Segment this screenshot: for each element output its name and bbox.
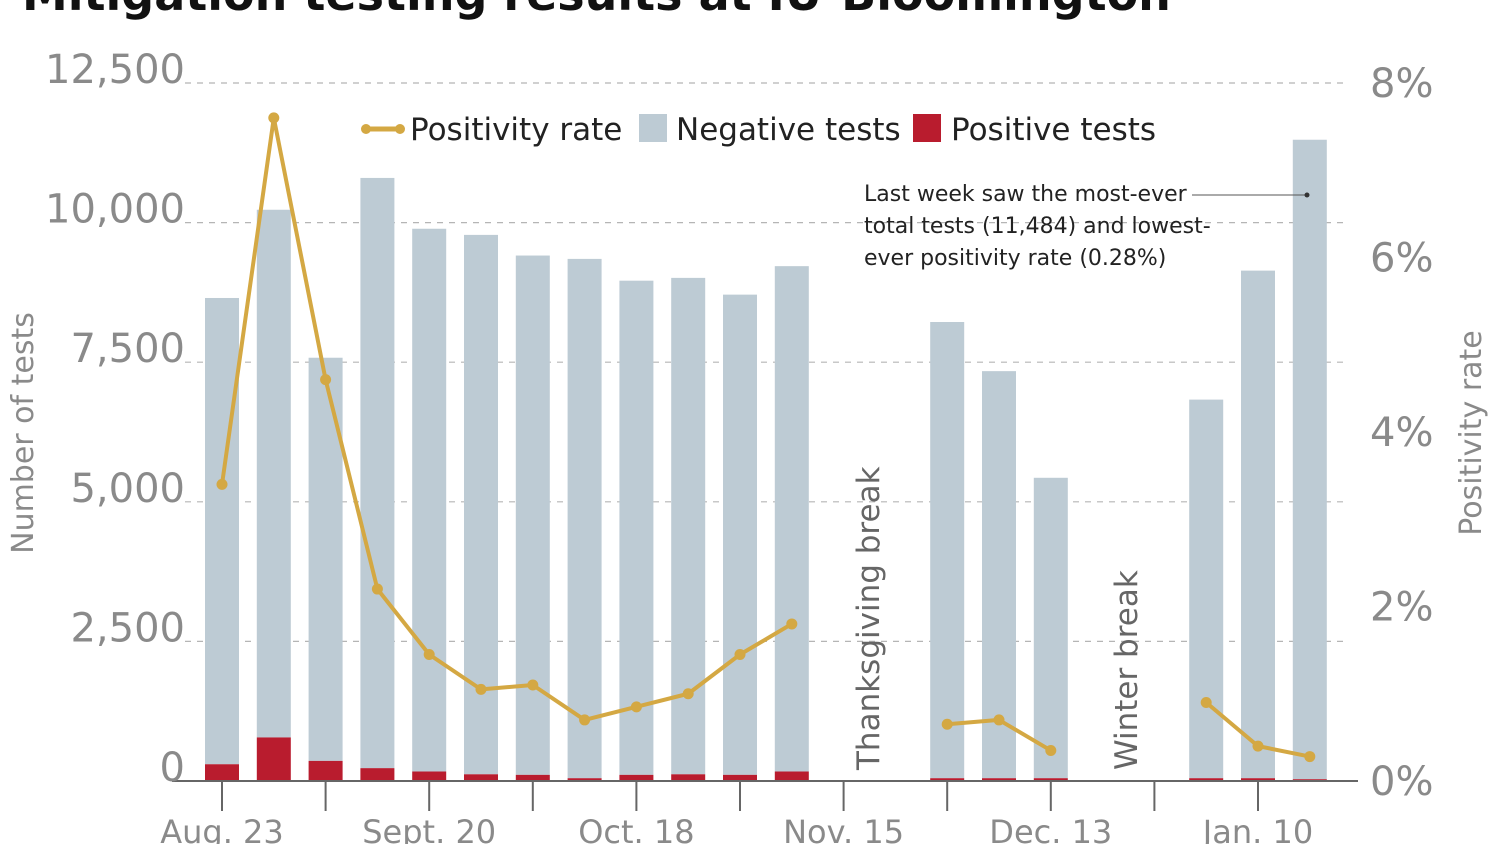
negative-bar [360,177,395,769]
x-tick-label: Oct. 18 [578,813,694,844]
negative-bar [205,297,239,765]
positivity-point [475,683,487,695]
legend-rate-dot-right [395,124,405,134]
x-tick-label: Sept. 20 [362,813,496,844]
negative-bar [1033,477,1068,779]
positive-bar [515,774,550,781]
positivity-point [1252,740,1264,752]
positive-bar [1241,778,1275,781]
legend-positive-label: Positive tests [951,112,1156,148]
y-tick-label: 7,500 [70,326,185,372]
y-tick-label: 12,500 [45,47,185,93]
negative-bar [671,277,706,775]
negative-bar [619,280,654,775]
x-tick-label: Nov. 15 [783,813,904,844]
positivity-line [220,115,793,722]
thanksgiving-break-label: Thanksgiving break [851,466,887,771]
negative-bar [930,321,965,779]
gridlines [185,82,1345,643]
negative-bar [774,266,809,772]
x-ticks: Aug. 23 Sept. 20 Oct. 18 Nov. 15 Dec. 13 Jan.… [160,781,1313,844]
negative-bar [256,209,291,738]
negative-bar [1189,399,1224,779]
positive-bar [723,774,757,781]
positivity-point [630,701,642,713]
y-axis-label: Number of tests [6,312,41,554]
positive-bar [256,737,291,781]
x-tick-label: Aug. 23 [160,813,284,844]
winter-break-label: Winter break [1109,570,1145,770]
y-tick-label: 2,500 [70,605,185,651]
positive-bar [930,778,965,781]
positivity-point [941,718,953,730]
y2-tick-label: 4% [1370,410,1433,456]
annotation-leader-dot [1304,192,1310,198]
annotation-line-3: ever positivity rate (0.28%) [864,246,1166,271]
negative-bar [567,258,602,779]
positivity-point [268,112,280,124]
positive-bar [671,774,706,781]
annotation: Last week saw the most-ever total tests … [864,182,1310,271]
positive-bar [1189,778,1224,781]
legend: Positivity rate Negative tests Positive … [361,112,1156,148]
y-tick-label: 5,000 [70,466,185,512]
legend-negative-swatch [639,114,667,142]
y2-tick-label: 2% [1370,585,1433,631]
positive-bar [205,764,239,781]
positivity-point [1045,744,1057,756]
positivity-point [786,618,798,630]
legend-positive-swatch [913,114,941,142]
positive-bar [774,771,809,781]
positivity-point [579,714,591,726]
positive-bar [412,771,447,781]
y-ticks: 0 2,500 5,000 7,500 10,000 12,500 [45,47,185,791]
positivity-point [371,583,383,595]
y-tick-label: 10,000 [45,187,185,233]
positivity-point [1304,751,1316,763]
y2-axis-label: Positivity rate [1454,330,1489,536]
bars [205,139,1327,781]
positivity-point [993,714,1005,726]
positivity-point [423,648,435,660]
legend-rate-dot-left [361,124,371,134]
positivity-point [1200,696,1212,708]
positivity-point [320,374,332,386]
y2-tick-label: 8% [1370,61,1433,107]
negative-bar [308,357,343,761]
annotation-line-2: total tests (11,484) and lowest- [864,214,1211,239]
positivity-point [527,679,539,691]
y2-tick-label: 0% [1370,759,1433,805]
positivity-point [682,688,694,700]
annotation-line-1: Last week saw the most-ever [864,182,1188,207]
positive-bar [308,760,343,781]
negative-bar [1241,270,1275,779]
positive-bar [1033,778,1068,781]
x-tick-label: Jan. 10 [1201,813,1313,844]
positivity-series [216,112,1316,763]
negative-bar [723,294,757,775]
legend-negative-label: Negative tests [676,112,901,148]
chart-title: Mitigation testing results at IU-Bloomin… [22,0,1171,21]
positive-bar [982,778,1016,781]
negative-bar [1292,139,1327,780]
negative-bar [412,228,447,772]
y-tick-label: 0 [160,745,185,791]
x-tick-label: Dec. 13 [989,813,1112,844]
positive-bar [567,778,602,781]
negative-bar [515,255,550,775]
positive-bar [464,774,498,781]
positive-bar [619,774,654,781]
positivity-point [734,648,746,660]
positivity-point [216,478,228,490]
y2-tick-label: 6% [1370,236,1433,282]
y2-ticks: 0% 2% 4% 6% 8% [1370,61,1433,805]
negative-bar [982,371,1016,779]
positive-bar [360,768,395,781]
legend-rate-label: Positivity rate [410,112,622,148]
